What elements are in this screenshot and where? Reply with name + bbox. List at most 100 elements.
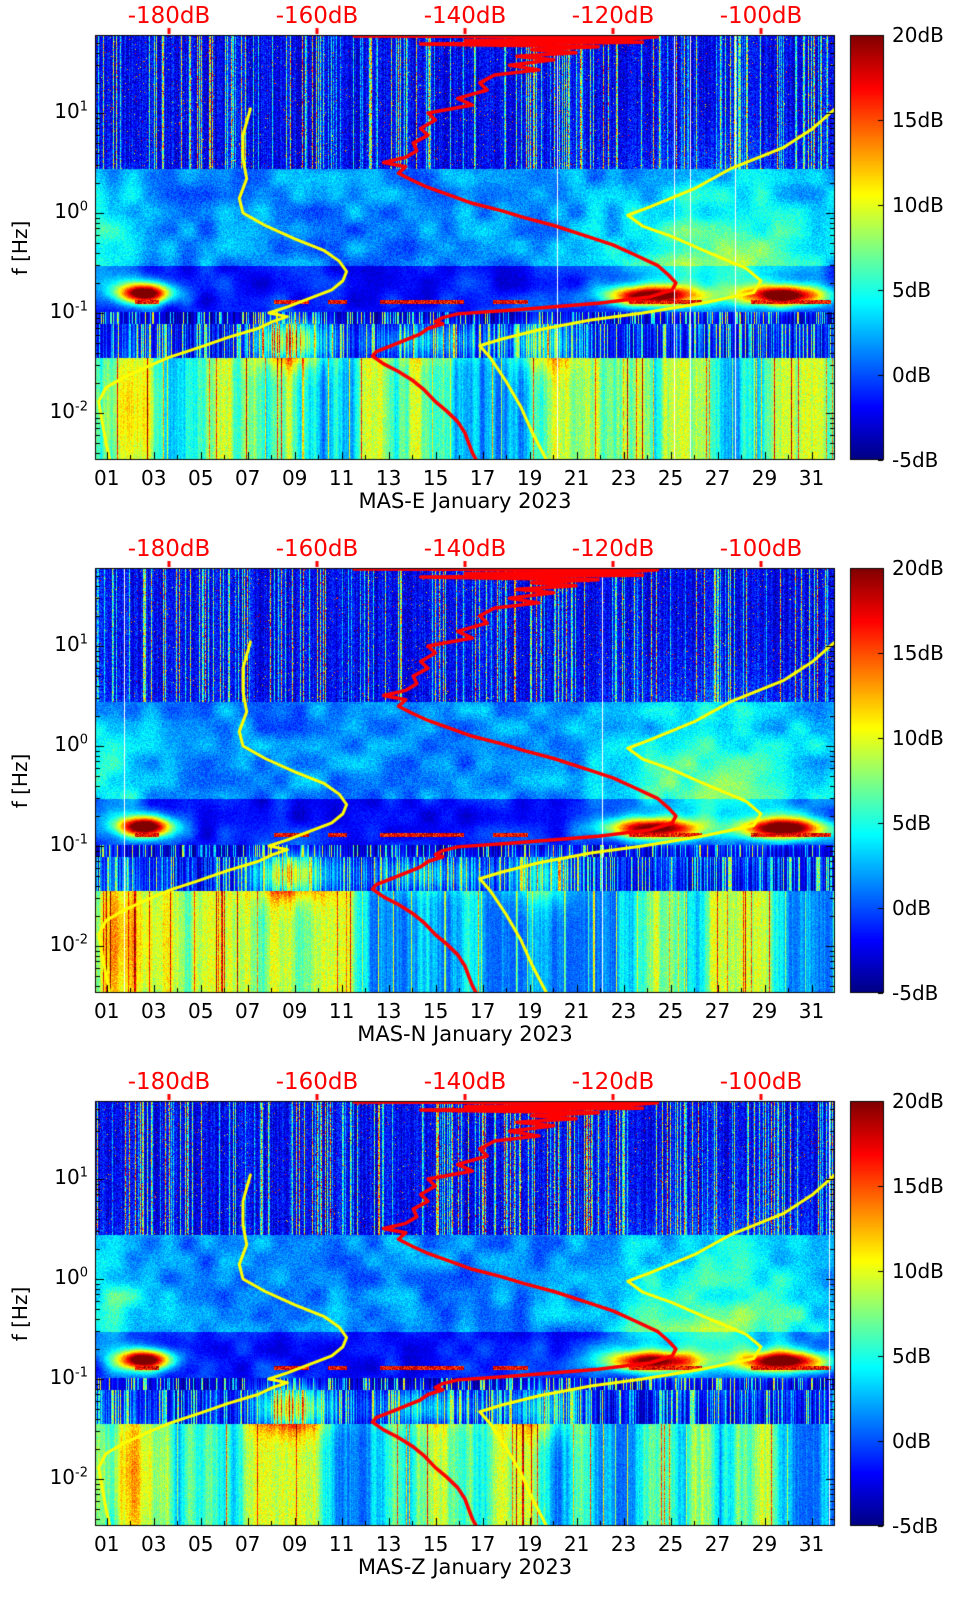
x-axis-tick-label: 27 [704, 999, 731, 1023]
colorbar-tick-label: 5dB [892, 278, 932, 302]
y-axis-tick-label: 101 [18, 632, 88, 656]
x-axis-tick-label: 01 [94, 999, 120, 1023]
top-axis-label: -160dB [275, 536, 359, 562]
x-axis-tick-label: 09 [281, 999, 308, 1023]
colorbar-tick-label: -5dB [892, 448, 939, 472]
x-axis-tick-label: 31 [798, 999, 825, 1023]
y-axis-tick-label: 101 [18, 1165, 88, 1189]
x-axis-tick-label: 21 [563, 1532, 590, 1556]
x-axis-tick-label: 19 [516, 1532, 543, 1556]
y-tick-exponent: -1 [75, 1365, 88, 1381]
x-axis-tick-label: 07 [234, 999, 261, 1023]
y-tick-exponent: 0 [79, 732, 88, 748]
x-axis-tick-label: 05 [187, 1532, 214, 1556]
y-tick-base: 10 [54, 1165, 80, 1189]
x-axis-tick-label: 19 [516, 999, 543, 1023]
x-axis-tick-label: 31 [798, 466, 825, 490]
y-tick-base: 10 [49, 299, 76, 323]
panel-title: MAS-Z January 2023 [357, 1555, 573, 1579]
y-tick-base: 10 [54, 99, 80, 123]
colorbar-tick-label: 10dB [892, 1259, 944, 1283]
top-axis-label: -180dB [127, 3, 211, 29]
spectrogram-canvas [0, 533, 962, 1066]
y-tick-base: 10 [54, 199, 80, 223]
colorbar-tick-label: 0dB [892, 896, 932, 920]
y-axis-tick-label: 100 [18, 199, 88, 223]
y-axis-label: f [Hz] [8, 220, 32, 276]
top-axis-label: -140dB [423, 1069, 507, 1095]
spectrogram-panel-mas-z: -180dB -160dB -140dB -120dB -100dB 101 100 10-… [0, 1066, 962, 1599]
y-axis-tick-label: 10-1 [18, 299, 88, 323]
top-axis-label: -140dB [423, 3, 507, 29]
colorbar-tick-label: 0dB [892, 1429, 932, 1453]
colorbar-tick-label: -5dB [892, 1514, 939, 1538]
colorbar-tick-label: 5dB [892, 811, 932, 835]
x-axis-tick-label: 07 [234, 1532, 261, 1556]
top-axis-label: -160dB [275, 1069, 359, 1095]
y-tick-base: 10 [49, 1465, 76, 1489]
colorbar-tick-label: 15dB [892, 108, 944, 132]
y-axis-tick-label: 100 [18, 1265, 88, 1289]
colorbar-tick-label: 5dB [892, 1344, 932, 1368]
x-axis-tick-label: 17 [469, 1532, 496, 1556]
spectrogram-panel-mas-n: -180dB -160dB -140dB -120dB -100dB 101 100 10-… [0, 533, 962, 1066]
y-axis-tick-label: 100 [18, 732, 88, 756]
y-tick-exponent: 1 [79, 1165, 88, 1181]
x-axis-tick-label: 01 [94, 466, 120, 490]
x-axis-tick-label: 23 [610, 1532, 637, 1556]
top-axis-label: -100dB [719, 3, 803, 29]
top-axis-label: -120dB [571, 3, 655, 29]
colorbar-tick-label: 15dB [892, 1174, 944, 1198]
y-tick-base: 10 [54, 632, 80, 656]
colorbar-tick-label: 20dB [892, 23, 944, 47]
y-tick-exponent: 0 [79, 199, 88, 215]
x-axis-tick-label: 29 [751, 466, 778, 490]
colorbar-tick-label: 20dB [892, 556, 944, 580]
y-tick-exponent: -2 [75, 1465, 88, 1481]
top-axis-label: -180dB [127, 536, 211, 562]
x-axis-tick-label: 11 [328, 466, 355, 490]
x-axis-tick-label: 17 [469, 999, 496, 1023]
top-axis-label: -100dB [719, 1069, 803, 1095]
x-axis-tick-label: 21 [563, 466, 590, 490]
x-axis-tick-label: 03 [140, 466, 167, 490]
y-tick-exponent: 0 [79, 1265, 88, 1281]
spectrogram-canvas [0, 1066, 962, 1599]
x-axis-tick-label: 13 [375, 1532, 402, 1556]
x-axis-tick-label: 27 [704, 466, 731, 490]
y-tick-exponent: -2 [75, 399, 88, 415]
y-axis-tick-label: 10-1 [18, 832, 88, 856]
y-tick-exponent: 1 [79, 99, 88, 115]
y-axis-label: f [Hz] [8, 1286, 32, 1342]
top-axis-label: -100dB [719, 536, 803, 562]
y-tick-base: 10 [54, 732, 80, 756]
x-axis-tick-label: 09 [281, 1532, 308, 1556]
y-tick-exponent: -2 [75, 932, 88, 948]
x-axis-tick-label: 15 [422, 1532, 449, 1556]
x-axis-tick-label: 05 [187, 999, 214, 1023]
x-axis-tick-label: 11 [328, 999, 355, 1023]
x-axis-tick-label: 25 [657, 1532, 684, 1556]
x-axis-tick-label: 15 [422, 999, 449, 1023]
colorbar-tick-label: -5dB [892, 981, 939, 1005]
panel-title: MAS-E January 2023 [358, 489, 572, 513]
y-axis-tick-label: 10-2 [18, 399, 88, 423]
colorbar-tick-label: 20dB [892, 1089, 944, 1113]
colorbar-tick-label: 0dB [892, 363, 932, 387]
y-axis-tick-label: 10-2 [18, 932, 88, 956]
x-axis-tick-label: 27 [704, 1532, 731, 1556]
top-axis-label: -180dB [127, 1069, 211, 1095]
x-axis-tick-label: 23 [610, 466, 637, 490]
x-axis-tick-label: 29 [751, 1532, 778, 1556]
x-axis-tick-label: 11 [328, 1532, 355, 1556]
x-axis-tick-label: 25 [657, 999, 684, 1023]
spectrogram-panel-mas-e: -180dB -160dB -140dB -120dB -100dB 101 100 10-… [0, 0, 962, 533]
x-axis-tick-label: 13 [375, 999, 402, 1023]
y-tick-exponent: 1 [79, 632, 88, 648]
top-axis-label: -120dB [571, 536, 655, 562]
top-axis-label: -120dB [571, 1069, 655, 1095]
y-tick-base: 10 [54, 1265, 80, 1289]
y-axis-tick-label: 10-1 [18, 1365, 88, 1389]
y-tick-exponent: -1 [75, 299, 88, 315]
